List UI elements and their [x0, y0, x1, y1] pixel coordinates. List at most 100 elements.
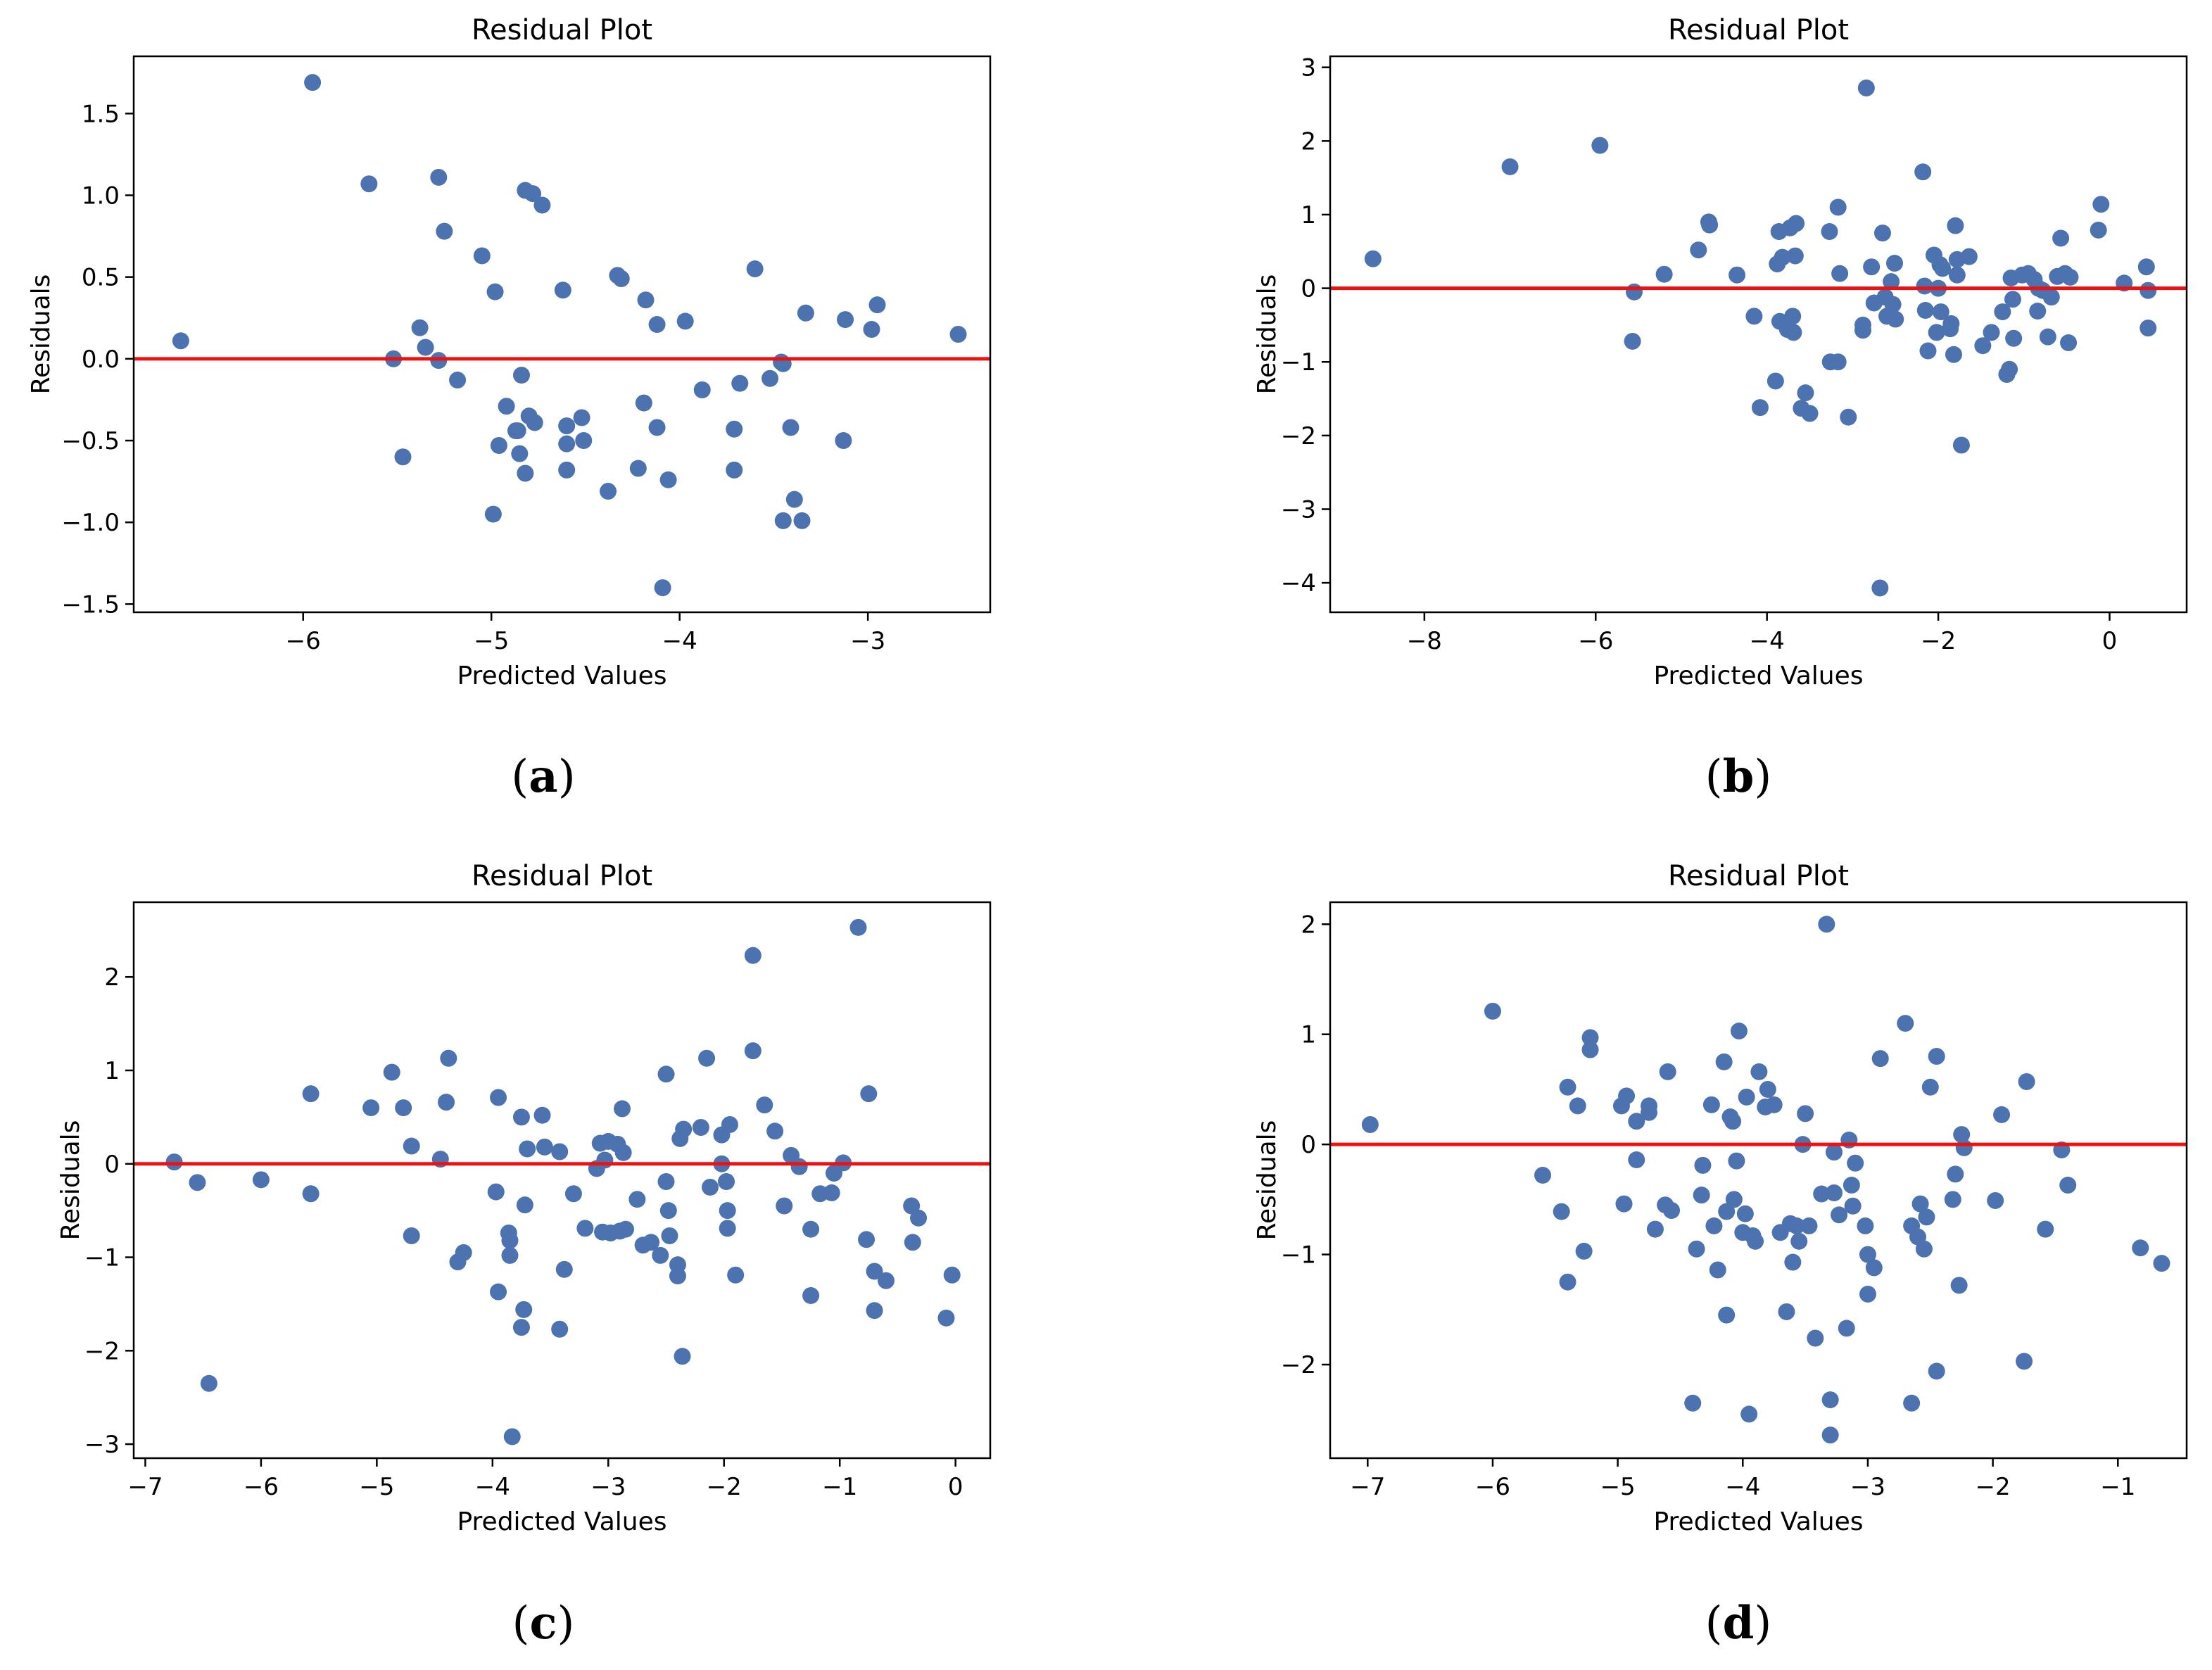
data-point: [659, 1202, 677, 1220]
data-point: [676, 312, 694, 330]
y-tick-label: 2: [104, 963, 120, 992]
data-point: [558, 461, 576, 479]
data-point: [726, 461, 743, 479]
data-point: [1947, 217, 1964, 234]
data-point: [1581, 1041, 1599, 1058]
chart-title: Residual Plot: [1668, 860, 1849, 892]
data-point: [1831, 1206, 1848, 1224]
data-point: [1659, 1063, 1676, 1080]
data-point: [551, 1143, 569, 1160]
data-point: [1840, 408, 1857, 426]
data-point: [1725, 1191, 1743, 1208]
data-point: [614, 1100, 631, 1118]
caption-open: (: [511, 751, 529, 803]
y-tick-label: −1: [84, 1244, 120, 1272]
data-point: [669, 1267, 686, 1285]
data-point: [761, 369, 779, 387]
x-tick-label: −3: [850, 627, 885, 655]
data-point: [1948, 266, 1966, 284]
y-tick-label: −1: [1281, 1241, 1316, 1270]
data-point: [2140, 320, 2157, 337]
caption-open: (: [512, 1598, 530, 1650]
y-tick-label: 2: [1301, 911, 1316, 939]
data-point: [617, 1220, 634, 1238]
data-point: [1765, 1096, 1783, 1113]
data-point: [1800, 1217, 1818, 1234]
x-tick-label: −4: [475, 1473, 510, 1501]
data-point: [657, 1172, 675, 1190]
data-point: [1883, 273, 1900, 291]
data-point: [1559, 1273, 1576, 1291]
data-point: [498, 398, 515, 415]
data-point: [511, 445, 529, 462]
data-point: [1825, 1144, 1843, 1161]
y-tick-label: −0.5: [61, 427, 120, 455]
data-point: [503, 1428, 521, 1446]
x-tick-label: −2: [707, 1473, 742, 1501]
data-point: [868, 296, 886, 314]
data-point: [1736, 1205, 1754, 1222]
data-point: [403, 1137, 420, 1155]
data-point: [1628, 1151, 1645, 1169]
data-point: [2061, 268, 2079, 286]
data-point: [2004, 291, 2021, 308]
data-point: [526, 414, 543, 431]
data-point: [1801, 405, 1819, 422]
data-point: [1947, 1165, 1964, 1183]
data-point: [1628, 1113, 1645, 1130]
data-point: [1821, 223, 1838, 241]
data-point: [858, 1231, 876, 1248]
data-point: [823, 1184, 840, 1201]
data-point: [1663, 1202, 1681, 1220]
data-point: [637, 291, 655, 309]
data-point: [1960, 248, 1978, 265]
data-point: [2153, 1255, 2170, 1272]
data-point: [837, 311, 854, 329]
data-point: [1618, 1087, 1636, 1105]
x-tick-label: −4: [1725, 1473, 1760, 1501]
data-point: [860, 1085, 878, 1103]
data-point: [1813, 1185, 1831, 1203]
data-point: [628, 1191, 646, 1208]
data-point: [512, 1108, 530, 1126]
x-tick-label: −2: [1921, 627, 1956, 655]
data-point: [449, 372, 467, 389]
data-point: [1886, 255, 1904, 272]
data-point: [1916, 301, 1934, 319]
chart-title: Residual Plot: [472, 14, 652, 46]
caption-letter: c: [529, 1597, 557, 1650]
data-point: [718, 1172, 735, 1190]
data-point: [1728, 1152, 1745, 1170]
x-tick-label: −6: [1475, 1473, 1510, 1501]
y-tick-label: −1.0: [61, 509, 120, 537]
data-point: [1829, 198, 1847, 216]
y-tick-label: 1: [104, 1057, 120, 1085]
data-point: [438, 1094, 455, 1111]
data-point: [746, 260, 764, 278]
data-point: [1747, 1232, 1764, 1250]
data-point: [1785, 324, 1802, 341]
data-point: [719, 1202, 736, 1220]
residual-plot-a: Residual Plot −6 −5 −4 −3 −1.5 −1.0 −0.5 0.0 0.5 1…: [27, 14, 992, 690]
data-point: [1688, 1240, 1705, 1258]
x-tick-label: −6: [286, 627, 321, 655]
data-point: [473, 247, 491, 265]
data-point: [1715, 1053, 1733, 1070]
data-point: [1945, 346, 1962, 363]
data-point: [1559, 1078, 1576, 1096]
data-point: [756, 1096, 773, 1114]
data-point: [1684, 1394, 1702, 1412]
data-point: [519, 1140, 536, 1158]
data-point: [726, 420, 743, 438]
x-tick-label: −8: [1407, 627, 1442, 655]
data-point: [533, 196, 551, 214]
y-tick-label: 2: [1301, 127, 1316, 156]
data-point: [575, 432, 593, 450]
data-point: [484, 505, 502, 523]
residual-plot-c: Residual Plot −7 −6 −5 −4 −3 −2 −1 0 −3 −2 −1 0 1 2 Pre…: [56, 860, 992, 1536]
y-tick-label: 0.0: [82, 346, 120, 374]
data-point: [719, 1220, 736, 1237]
x-axis-label: Predicted Values: [457, 1507, 666, 1536]
data-point: [2001, 360, 2018, 378]
